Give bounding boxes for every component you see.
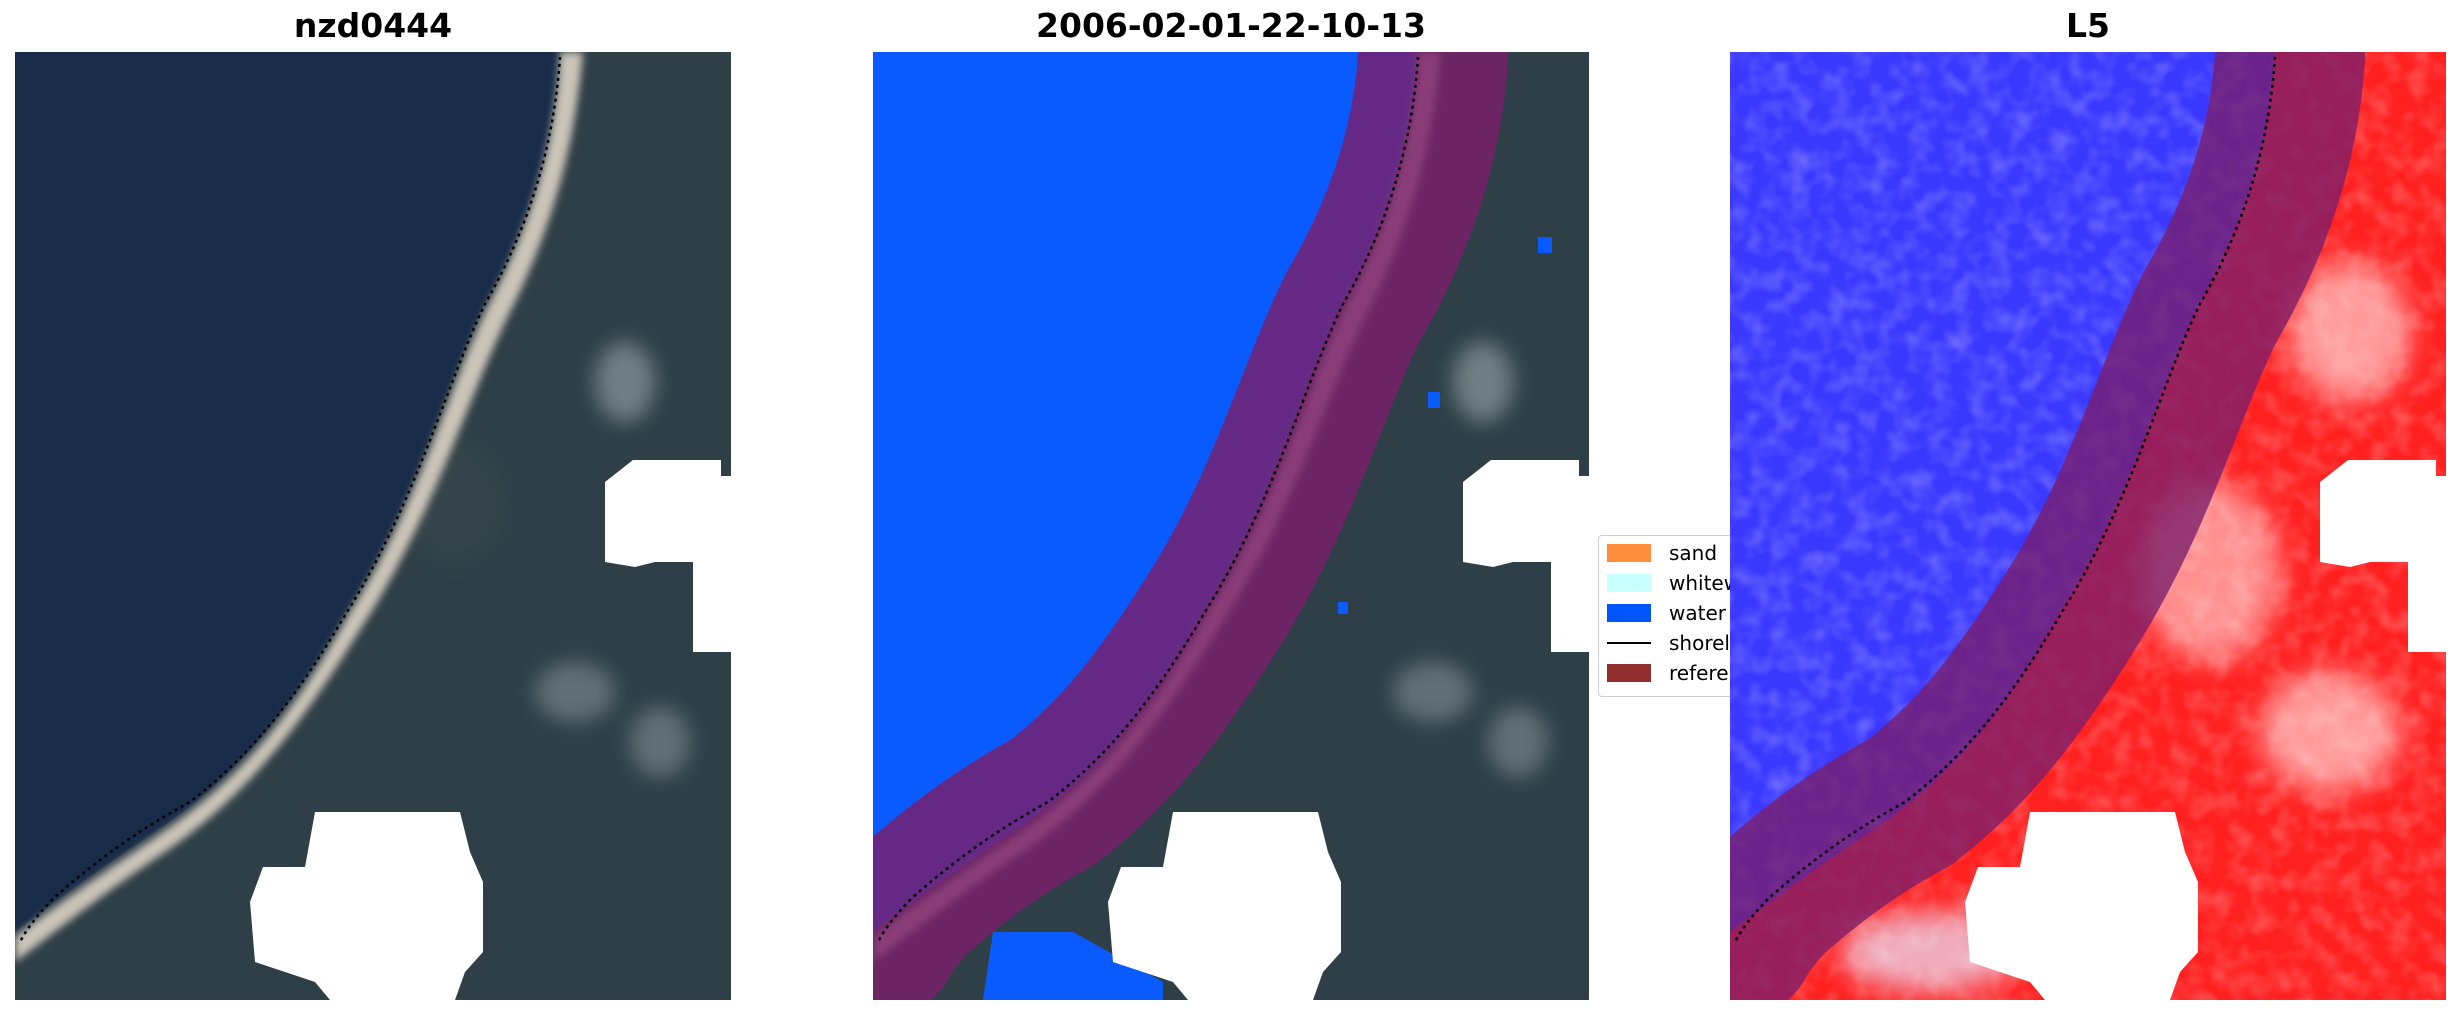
index-image [1730,52,2446,1000]
classification-image [873,52,1589,1000]
ocean-area [15,52,560,932]
panel-title-image: nzd0444 [293,6,453,45]
cloud-mask [1108,812,1341,1000]
legend-item-sand: sand [1607,540,1717,566]
shoreline [1733,56,2277,943]
buffer-swatch [1607,664,1651,682]
legend-label: water [1669,601,1726,625]
cloud-mask [1965,812,2198,1000]
cloud-mask [605,460,731,652]
legend-label: reference shoreline buffer [1669,661,1735,685]
legend-label: sand [1669,541,1718,565]
legend-item-reference-buffer: reference shoreline buffer [1607,660,1735,686]
reference-shoreline-buffer [1730,52,2365,1000]
legend-label: shoreline [1669,631,1735,655]
legend-item-shoreline: shoreline [1607,630,1735,656]
panel-title-classification: 2006-02-01-22-10-13 [1036,6,1426,45]
shoreline [876,56,1420,943]
legend-item-water: water [1607,600,1726,626]
shoreline [18,56,562,943]
reference-shoreline-buffer [873,52,1508,1000]
whitewater-swatch [1607,574,1651,592]
panel-title-index: L5 [2066,6,2110,45]
cloud-mask [250,812,483,1000]
shoreline-line-icon [1607,642,1651,644]
index-panel [1730,52,2446,1000]
water-class [873,52,1418,932]
sand-swatch [1607,544,1651,562]
cloud-mask [2320,460,2446,652]
rgb-image-panel [15,52,731,1000]
water-swatch [1607,604,1651,622]
cloud-mask [1463,460,1589,652]
water-class [983,932,1163,1000]
classification-panel [873,52,1589,1000]
rgb-image [15,52,731,1000]
